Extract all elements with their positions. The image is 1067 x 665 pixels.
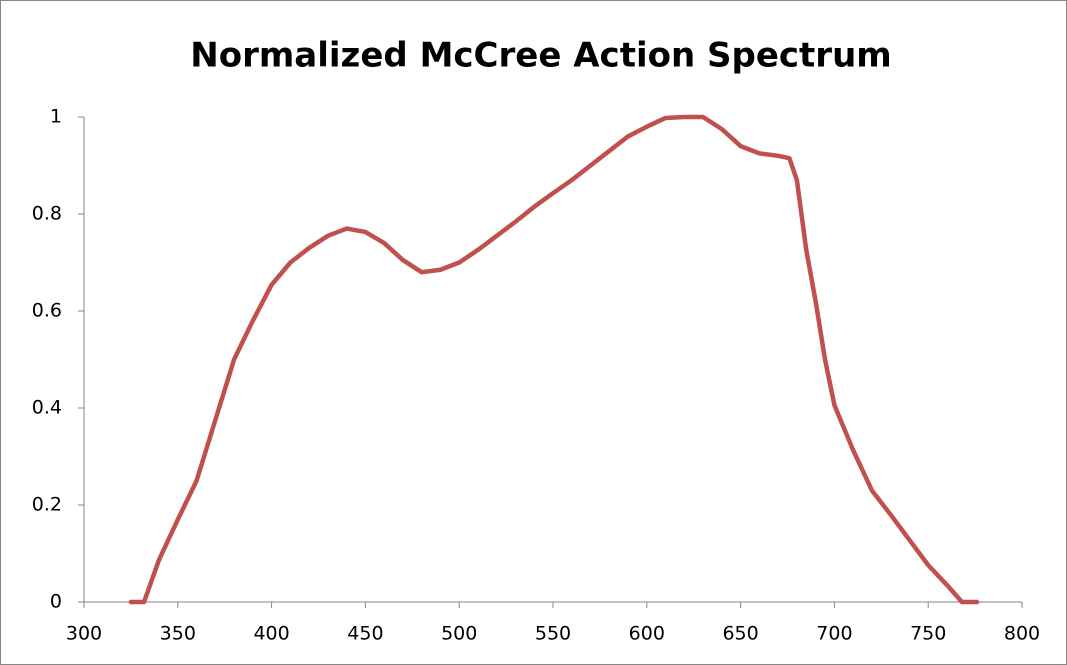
x-tick-label: 400 — [253, 623, 289, 645]
x-tick-label: 450 — [347, 623, 383, 645]
x-tick-label: 600 — [629, 623, 665, 645]
x-tick-label: 300 — [66, 623, 102, 645]
y-tick-label: 0.6 — [32, 300, 62, 322]
x-tick-label: 650 — [722, 623, 758, 645]
y-tick-label: 0.4 — [32, 397, 62, 419]
x-tick-label: 500 — [441, 623, 477, 645]
y-tick-label: 0 — [50, 591, 62, 613]
line-series — [128, 114, 980, 605]
x-tick-label: 750 — [910, 623, 946, 645]
y-tick-label: 0.8 — [32, 203, 62, 225]
x-tick-label: 700 — [816, 623, 852, 645]
y-tick-label: 1 — [50, 106, 62, 128]
chart-title: Normalized McCree Action Spectrum — [190, 36, 891, 76]
x-tick-label: 800 — [1004, 623, 1040, 645]
x-tick-label: 350 — [160, 623, 196, 645]
y-tick-label: 0.2 — [32, 494, 62, 516]
x-tick-label: 550 — [535, 623, 571, 645]
